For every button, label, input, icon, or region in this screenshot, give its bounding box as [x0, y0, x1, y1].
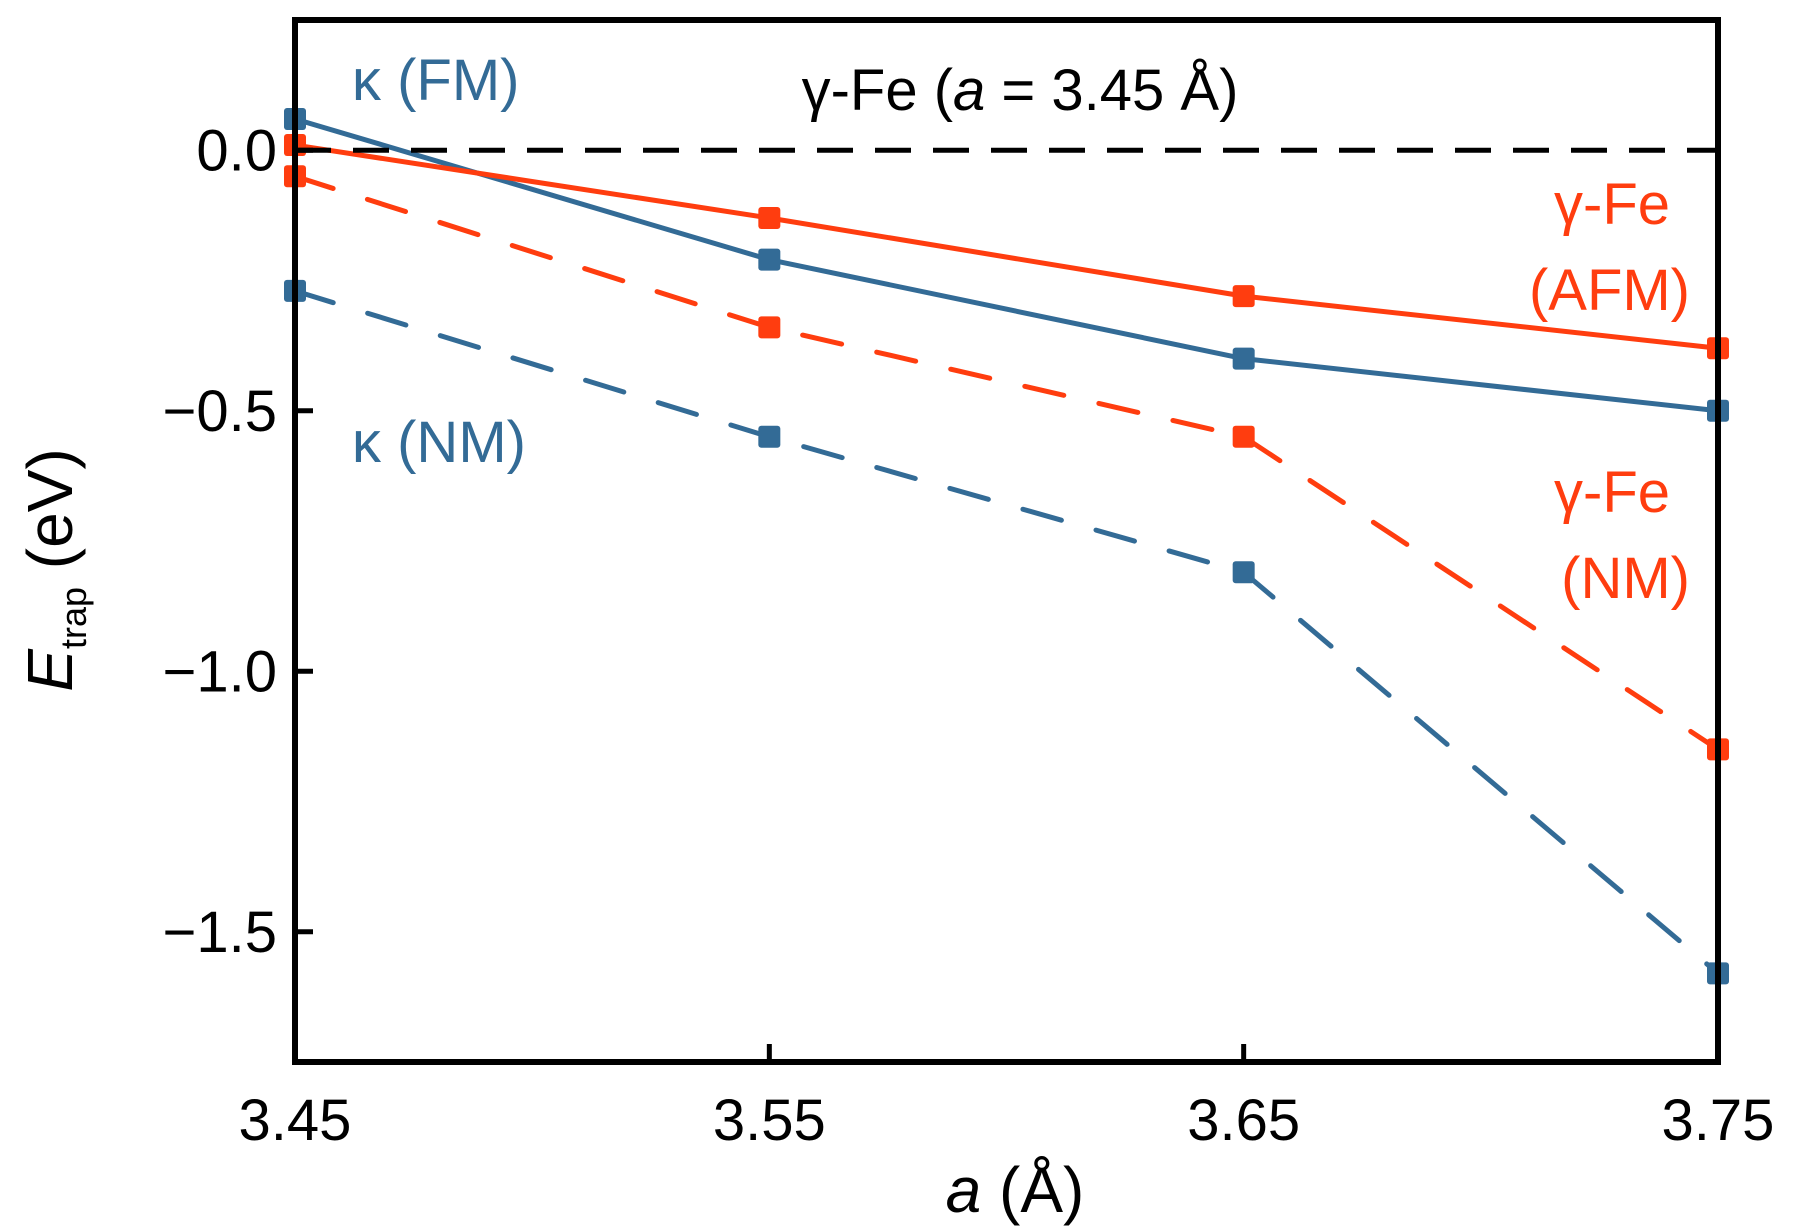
series-line-gamma-fe-afm: [292, 142, 1721, 351]
y-tick-label: −1.5: [163, 900, 278, 965]
data-point-kappa-fm: [758, 248, 781, 271]
y-tick-label: 0.0: [196, 118, 277, 183]
y-tick-label: −1.0: [163, 639, 278, 704]
data-point-gamma-fe-afm: [758, 206, 781, 229]
reference-line-label: γ-Fe (a = 3.45 Å): [802, 58, 1239, 123]
y-axis-title-unit: (eV): [14, 448, 86, 587]
x-axis-title: a (Å): [946, 1154, 1085, 1226]
gfe-nm-label-line1: γ-Fe: [1554, 460, 1670, 525]
plot-frame: [292, 17, 1721, 1065]
data-point-gamma-fe-nm: [758, 316, 781, 339]
gfe-nm-label-line2: (NM): [1561, 546, 1690, 611]
y-tick-label: −0.5: [163, 379, 278, 444]
series-line-kappa-fm: [292, 116, 1721, 414]
y-axis-title: Etrap (eV): [14, 448, 94, 691]
x-axis-title-variable: a: [946, 1154, 982, 1226]
x-tick-label: 3.45: [239, 1088, 352, 1153]
kappa-fm-label: κ (FM): [352, 48, 520, 113]
x-tick-label: 3.65: [1187, 1088, 1300, 1153]
series-line-gamma-fe-nm: [292, 173, 1721, 752]
data-point-kappa-fm: [1232, 347, 1255, 370]
marker-layer: [284, 107, 1729, 985]
data-point-kappa-nm: [758, 425, 781, 448]
reference-label-suffix: = 3.45 Å): [985, 58, 1238, 123]
x-tick-label: 3.55: [713, 1088, 826, 1153]
gfe-afm-label-line2: (AFM): [1529, 258, 1690, 323]
data-point-gamma-fe-nm: [1232, 425, 1255, 448]
x-axis-title-unit: (Å): [981, 1154, 1084, 1226]
kappa-nm-label: κ (NM): [352, 410, 526, 475]
data-point-gamma-fe-afm: [1232, 285, 1255, 308]
reference-label-variable: a: [953, 58, 985, 123]
y-axis-title-subscript: trap: [53, 587, 94, 649]
y-axis-title-variable: E: [14, 648, 86, 692]
series-line-kappa-nm: [292, 288, 1721, 976]
tick-layer: 3.45 3.55 3.65 3.75 0.0 −0.5 −1.0 −1.5: [163, 118, 1775, 1153]
gfe-afm-label-line1: γ-Fe: [1554, 172, 1670, 237]
series-layer: [292, 116, 1721, 976]
data-point-kappa-nm: [1232, 561, 1255, 584]
reference-label-prefix: γ-Fe (: [802, 58, 953, 123]
x-tick-label: 3.75: [1662, 1088, 1775, 1153]
